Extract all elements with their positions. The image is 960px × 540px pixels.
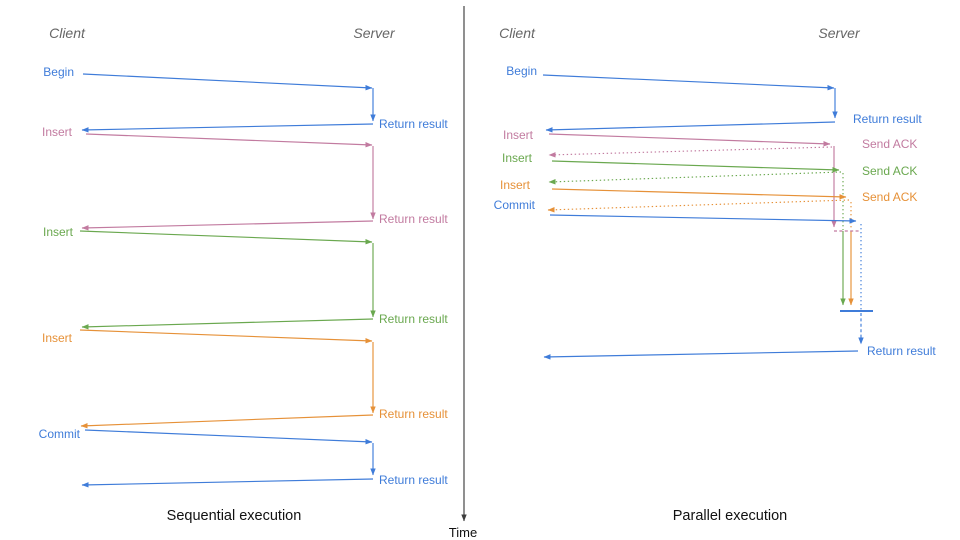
time-axis: Time	[449, 6, 477, 540]
seq-server-heading: Server	[353, 25, 396, 41]
par-return-2-label: Return result	[867, 344, 936, 358]
seq-return-4-label: Return result	[379, 407, 448, 421]
seq-insert-1-label: Insert	[42, 125, 73, 139]
seq-commit-request-arrow	[84, 429, 373, 445]
par-return-1-label: Return result	[853, 112, 922, 126]
seq-return-4-arrow	[80, 414, 374, 429]
seq-return-2-label: Return result	[379, 212, 448, 226]
parallel-execution-panel: Client Server Begin Return result Insert Send…	[494, 25, 937, 524]
seq-commit-label: Commit	[39, 427, 81, 441]
par-commit-label: Commit	[494, 198, 536, 212]
seq-begin-label: Begin	[43, 65, 74, 79]
seq-begin-request-arrow	[82, 73, 373, 91]
seq-return-5-label: Return result	[379, 473, 448, 487]
seq-insert-2-label: Insert	[43, 225, 74, 239]
par-title: Parallel execution	[673, 508, 787, 524]
par-insert-3-request-arrow	[551, 188, 847, 200]
par-insert-2-label: Insert	[502, 151, 533, 165]
par-return-2-arrow	[543, 350, 859, 360]
seq-return-1-arrow	[81, 123, 374, 133]
seq-insert-3-label: Insert	[42, 331, 73, 345]
seq-return-5-arrow	[81, 478, 374, 488]
seq-client-heading: Client	[49, 25, 86, 41]
par-begin-request-arrow	[542, 74, 835, 91]
seq-return-3-arrow	[81, 318, 374, 330]
par-server-heading: Server	[818, 25, 861, 41]
par-return-1-arrow	[545, 121, 836, 133]
par-insert-3-label: Insert	[500, 178, 531, 192]
par-ack-2-label: Send ACK	[862, 164, 917, 178]
par-ack-3-arrow	[547, 199, 850, 213]
time-axis-label: Time	[449, 525, 477, 540]
par-begin-label: Begin	[506, 64, 537, 78]
par-ack-3-label: Send ACK	[862, 190, 917, 204]
seq-return-2-arrow	[81, 220, 374, 231]
seq-insert-2-request-arrow	[79, 230, 373, 245]
seq-insert-1-request-arrow	[85, 133, 373, 148]
par-insert-1-label: Insert	[503, 128, 534, 142]
seq-return-3-label: Return result	[379, 312, 448, 326]
sequential-execution-panel: Client Server Begin Return result Insert Retu…	[39, 25, 449, 524]
par-ack-1-label: Send ACK	[862, 137, 917, 151]
par-ack-2-arrow	[548, 171, 842, 185]
par-insert-1-request-arrow	[548, 133, 831, 147]
seq-title: Sequential execution	[167, 508, 302, 524]
par-insert-2-request-arrow	[551, 160, 840, 173]
par-ack-1-arrow	[548, 146, 833, 158]
par-client-heading: Client	[499, 25, 536, 41]
seq-return-1-label: Return result	[379, 117, 448, 131]
seq-insert-3-request-arrow	[79, 329, 373, 344]
par-commit-request-arrow	[549, 214, 857, 224]
